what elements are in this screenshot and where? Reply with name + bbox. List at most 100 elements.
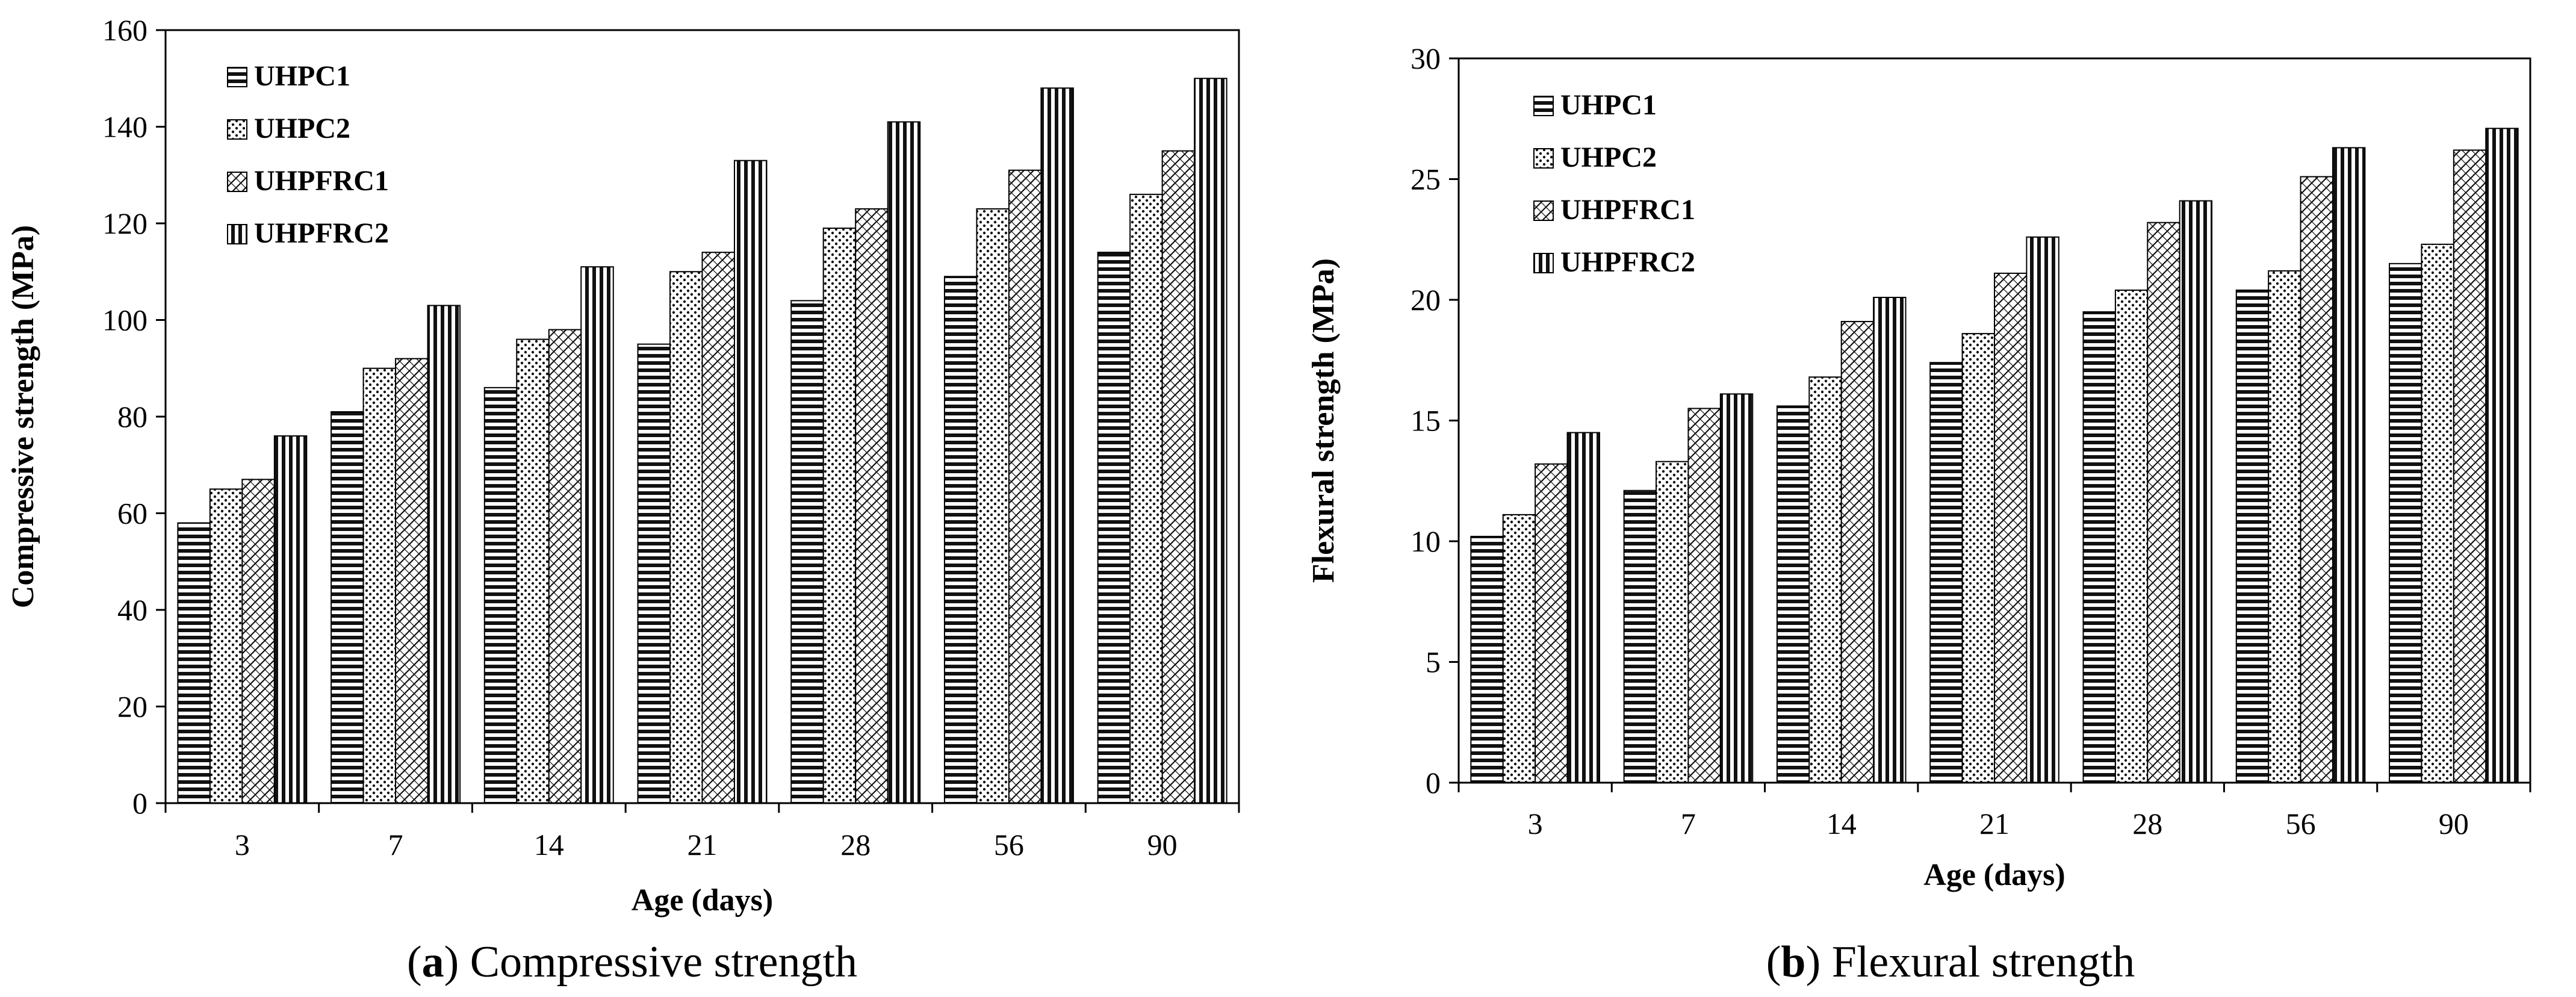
compressive-bar-uhpc2-90 [1129,193,1163,804]
compressive-x-tick-label: 3 [235,828,250,862]
flexural-y-tick-label: 20 [1411,283,1441,317]
compressive-x-ticks: 3 7 14 21 28 56 90 [164,803,1240,862]
flexural-y-ticks: 0 5 10 15 20 25 30 [1411,42,1459,800]
compressive-legend-swatch-uhpfrc2 [227,224,247,244]
flexural-x-tick-label: 56 [2286,807,2316,840]
flexural-legend: UHPC1 UHPC2 UHPFRC1 UHPFRC2 [1533,89,1695,278]
flexural-bar-uhpc1-3 [1470,535,1504,783]
flexural-bar-uhpfrc1-14 [1840,321,1875,783]
flexural-caption-open: ( [1766,937,1781,987]
compressive-bar-uhpc1-3 [177,522,211,804]
flexural-legend-label-uhpc1: UHPC1 [1560,89,1657,121]
compressive-bars [177,78,1227,804]
compressive-bar-uhpfrc2-90 [1194,78,1227,804]
compressive-y-tick-label: 140 [102,110,147,144]
flexural-x-tick-label: 7 [1681,807,1696,840]
compressive-x-tick-label: 7 [388,828,403,862]
flexural-bar-uhpfrc1-3 [1535,463,1568,783]
flexural-caption-close: ) [1806,937,1832,987]
flexural-bar-uhpc2-90 [2421,243,2454,783]
flexural-bar-uhpfrc1-7 [1687,408,1721,783]
compressive-x-tick-label: 21 [687,828,718,862]
compressive-caption: (a) Compressive strength [407,937,857,987]
compressive-caption-letter: a [422,937,444,987]
compressive-x-tick-label: 56 [994,828,1024,862]
compressive-bar-uhpc2-21 [669,271,703,804]
flexural-y-tick-label: 10 [1411,524,1441,558]
flexural-bar-uhpc1-7 [1623,489,1657,783]
compressive-legend-swatch-uhpc1 [227,67,247,87]
compressive-legend-label-uhpfrc2: UHPFRC2 [254,217,389,249]
compressive-bar-uhpfrc2-3 [273,435,308,804]
flexural-bar-uhpfrc2-21 [2026,236,2059,783]
flexural-x-tick-label: 21 [1979,807,2010,840]
compressive-legend-label-uhpfrc1: UHPFRC1 [254,165,389,197]
flexural-legend-swatch-uhpfrc2 [1533,253,1554,273]
compressive-bar-uhpc1-21 [637,343,671,804]
flexural-legend-swatch-uhpc1 [1533,96,1554,116]
compressive-bar-uhpfrc1-7 [395,358,429,804]
compressive-y-tick-label: 40 [117,593,147,627]
flexural-bars [1470,128,2519,784]
flexural-x-tick-label: 28 [2132,807,2162,840]
flexural-bar-uhpc2-14 [1808,376,1842,783]
flexural-bar-uhpfrc1-56 [2300,176,2333,783]
compressive-y-tick-label: 120 [102,207,147,240]
flexural-legend-label-uhpc2: UHPC2 [1560,141,1657,173]
compressive-caption-close: ) [444,937,470,987]
compressive-y-axis-title: Compressive strength (MPa) [6,225,40,608]
flexural-bar-uhpfrc2-7 [1719,393,1754,783]
flexural-x-ticks: 3 7 14 21 28 56 90 [1457,783,2531,840]
compressive-bar-uhpc1-14 [483,387,518,804]
compressive-y-tick-label: 160 [102,13,147,47]
compressive-y-tick-label: 60 [117,497,147,530]
flexural-caption-letter: b [1781,937,1805,987]
compressive-legend-label-uhpc1: UHPC1 [254,60,350,92]
flexural-legend-label-uhpfrc2: UHPFRC2 [1560,246,1695,278]
flexural-caption: (b) Flexural strength [1766,937,2135,987]
flexural-bar-uhpc1-28 [2082,311,2116,783]
flexural-y-axis-title: Flexural strength (MPa) [1306,258,1341,583]
flexural-bar-uhpfrc1-21 [1994,272,2028,783]
compressive-legend: UHPC1 UHPC2 UHPFRC1 UHPFRC2 [227,60,389,249]
compressive-bar-uhpfrc2-56 [1040,87,1074,804]
compressive-y-tick-label: 20 [117,690,147,724]
flexural-bar-uhpfrc2-3 [1566,432,1600,783]
flexural-x-tick-label: 90 [2439,807,2469,840]
compressive-y-ticks: 0 20 40 60 80 100 120 140 160 [102,13,166,820]
flexural-bar-uhpc1-56 [2235,289,2270,783]
flexural-strength-panel: 0 5 10 15 20 25 30 3 7 14 21 28 56 90 Age (days) Fle… [1306,42,2531,987]
compressive-legend-swatch-uhpfrc1 [227,172,247,192]
compressive-bar-uhpc2-7 [362,367,397,804]
flexural-bar-uhpc2-3 [1502,514,1536,783]
compressive-legend-swatch-uhpc2 [227,119,247,140]
flexural-bar-uhpfrc2-90 [2485,128,2519,783]
flexural-legend-swatch-uhpfrc1 [1533,200,1554,221]
compressive-bar-uhpfrc2-21 [733,160,768,804]
flexural-bar-uhpfrc2-56 [2332,147,2366,783]
compressive-strength-panel: 0 20 40 60 80 100 120 140 160 3 7 14 21 28 56 90 Age (… [6,13,1240,987]
flexural-y-tick-label: 25 [1411,163,1441,196]
compressive-bar-uhpfrc1-21 [701,252,735,804]
compressive-bar-uhpfrc1-28 [855,208,889,804]
compressive-bar-uhpc1-7 [331,411,364,804]
compressive-bar-uhpfrc1-90 [1161,150,1196,804]
compressive-y-tick-label: 80 [117,400,147,433]
flexural-legend-swatch-uhpc2 [1533,148,1554,169]
compressive-bar-uhpc2-3 [209,488,243,804]
flexural-y-tick-label: 5 [1426,645,1441,679]
compressive-caption-open: ( [407,937,422,987]
flexural-bar-uhpfrc2-14 [1873,296,1907,783]
flexural-x-tick-label: 14 [1826,807,1857,840]
flexural-bar-uhpc2-56 [2268,270,2301,783]
flexural-bar-uhpc2-21 [1961,333,1996,783]
compressive-bar-uhpfrc2-14 [580,266,614,804]
compressive-bar-uhpc1-56 [943,276,978,804]
flexural-legend-label-uhpfrc1: UHPFRC1 [1560,194,1695,226]
flexural-bar-uhpfrc1-28 [2147,222,2180,783]
compressive-bar-uhpc1-90 [1097,252,1131,804]
flexural-y-tick-label: 15 [1411,404,1441,438]
flexural-bar-uhpc2-28 [2114,289,2149,783]
compressive-bar-uhpc2-14 [516,338,550,804]
